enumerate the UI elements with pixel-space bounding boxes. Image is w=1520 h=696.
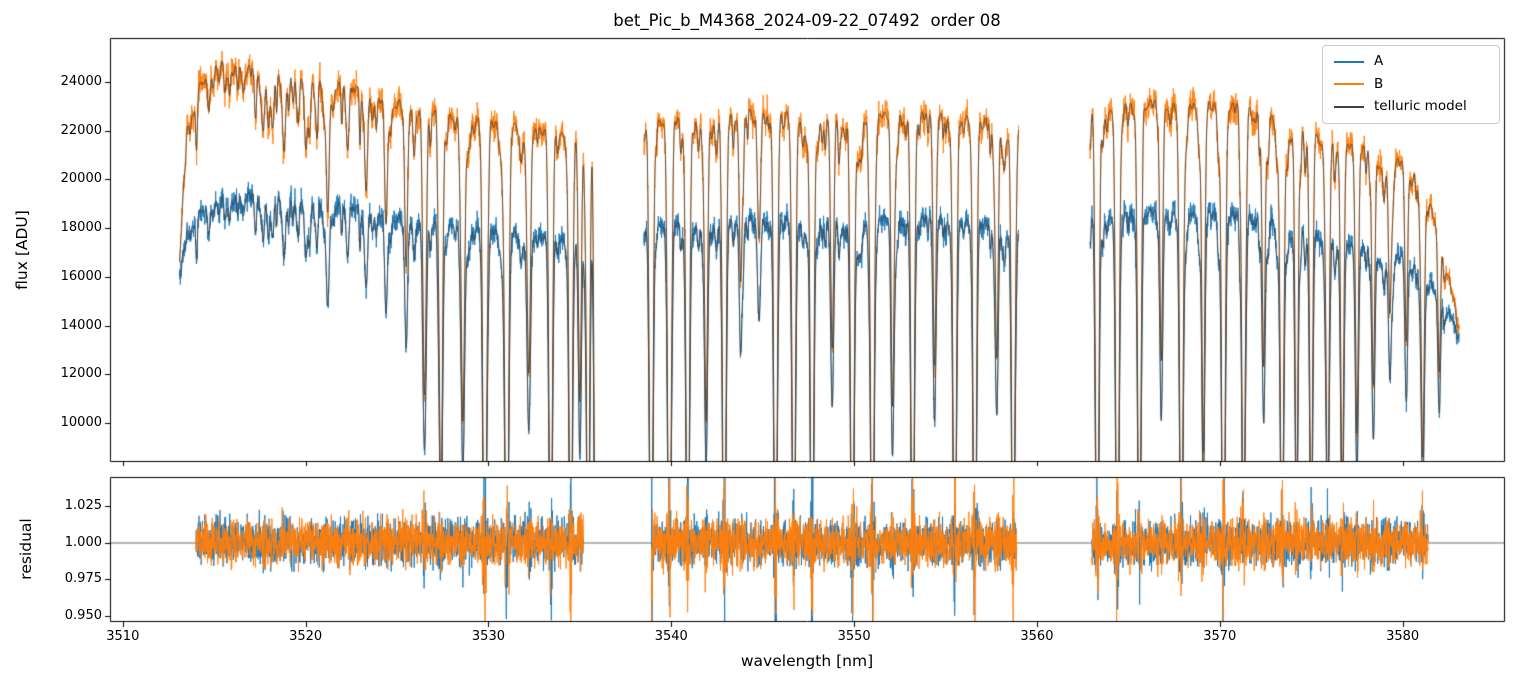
xtick-label: 3520: [289, 629, 323, 644]
legend-label-a: A: [1374, 53, 1384, 69]
xtick-label: 3580: [1386, 629, 1420, 644]
plot-title: bet_Pic_b_M4368_2024-09-22_07492 order 0…: [613, 11, 1001, 30]
ytick-flux-label: 22000: [60, 122, 102, 138]
ytick-flux-label: 10000: [60, 415, 102, 431]
ytick-flux-label: 16000: [60, 269, 102, 284]
xtick-label: 3510: [106, 629, 140, 644]
legend-entry-a: A: [1334, 53, 1488, 69]
xtick-label: 3530: [471, 629, 505, 644]
legend-label-telluric: telluric model: [1374, 98, 1467, 114]
ytick-flux-label: 20000: [60, 171, 102, 187]
ytick-residual-label: 1.000: [64, 534, 102, 550]
ytick-residual-label: 0.950: [64, 608, 102, 624]
legend-entry-telluric: telluric model: [1334, 98, 1488, 114]
residual-axis-label: residual: [17, 518, 35, 580]
ytick-flux-label: 12000: [60, 366, 102, 382]
legend-entry-b: B: [1334, 75, 1488, 92]
xtick-label: 3560: [1020, 629, 1054, 644]
legend-label-b: B: [1374, 75, 1384, 92]
flux-axis-label: flux [ADU]: [13, 210, 31, 290]
ytick-flux-label: 14000: [60, 317, 102, 333]
wavelength-axis-label: wavelength [nm]: [740, 652, 874, 670]
ytick-residual-label: 1.025: [64, 497, 102, 513]
ytick-residual-label: 0.975: [64, 571, 102, 587]
xtick-label: 3550: [837, 629, 871, 644]
ytick-flux-label: 24000: [60, 74, 102, 90]
legend-line-a-icon: [1334, 60, 1364, 63]
legend-line-telluric-icon: [1334, 105, 1364, 108]
legend-line-b-icon: [1334, 83, 1364, 86]
xtick-label: 3570: [1203, 629, 1237, 644]
legend-box: A B telluric model: [1322, 45, 1500, 124]
ytick-flux-label: 18000: [60, 220, 102, 236]
xtick-label: 3540: [654, 629, 688, 644]
